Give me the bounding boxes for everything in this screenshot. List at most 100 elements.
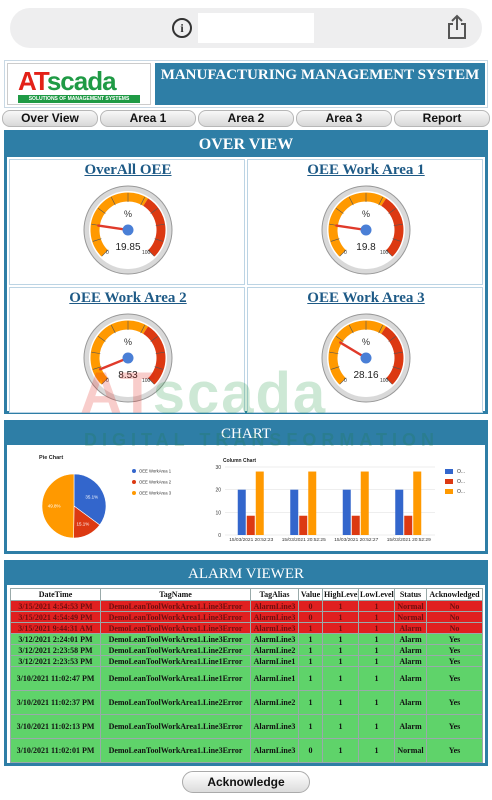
tab-area-2[interactable]: Area 2 [198, 110, 294, 127]
table-row[interactable]: 3/12/2021 2:24:01 PM DemoLeanToolWorkArea… [10, 633, 483, 645]
column-bar[interactable] [255, 471, 264, 535]
table-cell: 3/15/2021 4:54:49 PM [10, 611, 101, 623]
column-bar[interactable] [413, 471, 422, 535]
table-cell: 3/10/2021 11:02:47 PM [10, 666, 101, 691]
table-cell: 1 [358, 666, 395, 691]
tab-area-3[interactable]: Area 3 [296, 110, 392, 127]
table-row[interactable]: 3/15/2021 4:54:49 PM DemoLeanToolWorkArea… [10, 611, 483, 623]
share-icon[interactable] [446, 14, 468, 40]
table-row[interactable]: 3/15/2021 9:44:31 AM DemoLeanToolWorkArea… [10, 622, 483, 634]
pie-slice-label: 49.8% [48, 503, 61, 508]
table-row[interactable]: 3/10/2021 11:02:01 PM DemoLeanToolWorkAre… [10, 738, 483, 763]
table-cell: 1 [358, 644, 395, 656]
table-cell: 1 [322, 666, 359, 691]
table-cell: 1 [358, 600, 395, 612]
logo-text: ATscada [18, 66, 117, 97]
column-bar[interactable] [360, 471, 369, 535]
x-tick-label: 15/03/2021 20:52:29 [387, 537, 431, 543]
table-cell: 3/12/2021 2:23:58 PM [10, 644, 101, 656]
table-cell: 1 [298, 690, 323, 715]
gauge-title[interactable]: OverAll OEE [84, 162, 172, 178]
url-field[interactable] [198, 13, 314, 43]
column-bar[interactable] [308, 471, 317, 535]
column-legend-swatch [445, 489, 453, 494]
gauge-card-area-1: OEE Work Area 1 0 100% 19.8 [247, 159, 483, 285]
table-cell: Yes [426, 690, 483, 715]
table-cell: Alarm [394, 714, 427, 739]
table-cell: AlarmLine3 [250, 633, 299, 645]
table-row[interactable]: 3/10/2021 11:02:37 PM DemoLeanToolWorkAre… [10, 690, 483, 715]
gauge-tick [92, 238, 102, 242]
table-row[interactable]: 3/12/2021 2:23:53 PM DemoLeanToolWorkArea… [10, 655, 483, 667]
table-cell: No [426, 600, 483, 612]
x-tick-label: 15/03/2021 20:52:25 [282, 537, 326, 543]
column-bar[interactable] [237, 489, 246, 535]
column-bar[interactable] [351, 515, 360, 535]
table-row[interactable]: 3/10/2021 11:02:47 PM DemoLeanToolWorkAre… [10, 666, 483, 691]
column-legend-label: O... [457, 469, 465, 475]
table-cell: Yes [426, 655, 483, 667]
table-row[interactable]: 3/10/2021 11:02:13 PM DemoLeanToolWorkAre… [10, 714, 483, 739]
pie-legend-label: OEE WorkArea 1 [139, 469, 172, 474]
column-bar[interactable] [246, 515, 255, 535]
column-bar[interactable] [395, 489, 404, 535]
table-cell: 3/12/2021 2:24:01 PM [10, 633, 101, 645]
col-status: Status [394, 588, 427, 601]
gauge-tick [147, 377, 155, 385]
info-icon[interactable]: i [172, 18, 192, 38]
gauge-tick [140, 196, 146, 206]
gauge-tick [385, 249, 393, 257]
table-cell: Normal [394, 738, 427, 763]
gauge-tick [150, 208, 159, 214]
col-datetime: DateTime [10, 588, 101, 601]
overview-panel: OVER VIEW OverAll OEE 0 100% 19.85 OEE Wor… [4, 130, 488, 414]
table-cell: AlarmLine2 [250, 644, 299, 656]
pie-slice[interactable] [73, 473, 107, 526]
gauge-hub [360, 224, 372, 236]
alarm-table: DateTime TagName TagAlias Value HighLeve… [10, 588, 483, 763]
column-bar[interactable] [342, 489, 351, 535]
gauge-value: 19.8 [356, 242, 376, 253]
table-cell: Alarm [394, 666, 427, 691]
table-cell: AlarmLine2 [250, 690, 299, 715]
gauge-title[interactable]: OEE Work Area 3 [307, 290, 425, 306]
column-bar[interactable] [290, 489, 299, 535]
table-row[interactable]: 3/15/2021 4:54:53 PM DemoLeanToolWorkArea… [10, 600, 483, 612]
table-cell: 3/10/2021 11:02:37 PM [10, 690, 101, 715]
pie-legend-swatch [132, 480, 136, 484]
gauge-title[interactable]: OEE Work Area 1 [307, 162, 425, 178]
column-bar[interactable] [299, 515, 308, 535]
gauge-max-label: 100 [380, 250, 389, 256]
gauge-tick [329, 351, 339, 354]
table-row[interactable]: 3/12/2021 2:23:58 PM DemoLeanToolWorkArea… [10, 644, 483, 656]
gauge-unit: % [362, 337, 370, 347]
app-header: ATscada SOLUTIONS OF MANAGEMENT SYSTEMS … [4, 60, 488, 108]
table-cell: Alarm [394, 644, 427, 656]
alarm-table-body: 3/15/2021 4:54:53 PM DemoLeanToolWorkArea… [10, 600, 483, 763]
pie-legend-swatch [132, 491, 136, 495]
table-cell: Yes [426, 714, 483, 739]
table-cell: DemoLeanToolWorkArea1.Line3Error [100, 738, 251, 763]
column-legend-label: O... [457, 479, 465, 485]
gauge-tick [110, 324, 116, 334]
pie-slice[interactable] [41, 473, 75, 539]
gauge-hub [122, 224, 134, 236]
gauge-overall-oee: 0 100% 19.85 [83, 185, 173, 275]
tab-area-1[interactable]: Area 1 [100, 110, 196, 127]
tab-report[interactable]: Report [394, 110, 490, 127]
tab-over-view[interactable]: Over View [2, 110, 98, 127]
y-tick-label: 0 [218, 533, 221, 539]
table-cell: 1 [358, 738, 395, 763]
gauge-title[interactable]: OEE Work Area 2 [69, 290, 187, 306]
column-chart: Column Chart 0 10 20 30 15/03/2021 20:52:23 15… [215, 458, 465, 543]
table-cell: Alarm [394, 633, 427, 645]
acknowledge-button[interactable]: Acknowledge [182, 771, 310, 793]
table-cell: 0 [298, 611, 323, 623]
pie-slice-label: 15.1% [76, 521, 89, 526]
gauge-unit: % [124, 337, 132, 347]
gauge-tick [101, 377, 109, 385]
x-tick-label: 15/03/2021 20:52:27 [334, 537, 378, 543]
gauge-tick [92, 366, 102, 370]
column-bar[interactable] [404, 515, 413, 535]
table-cell: 0 [298, 738, 323, 763]
